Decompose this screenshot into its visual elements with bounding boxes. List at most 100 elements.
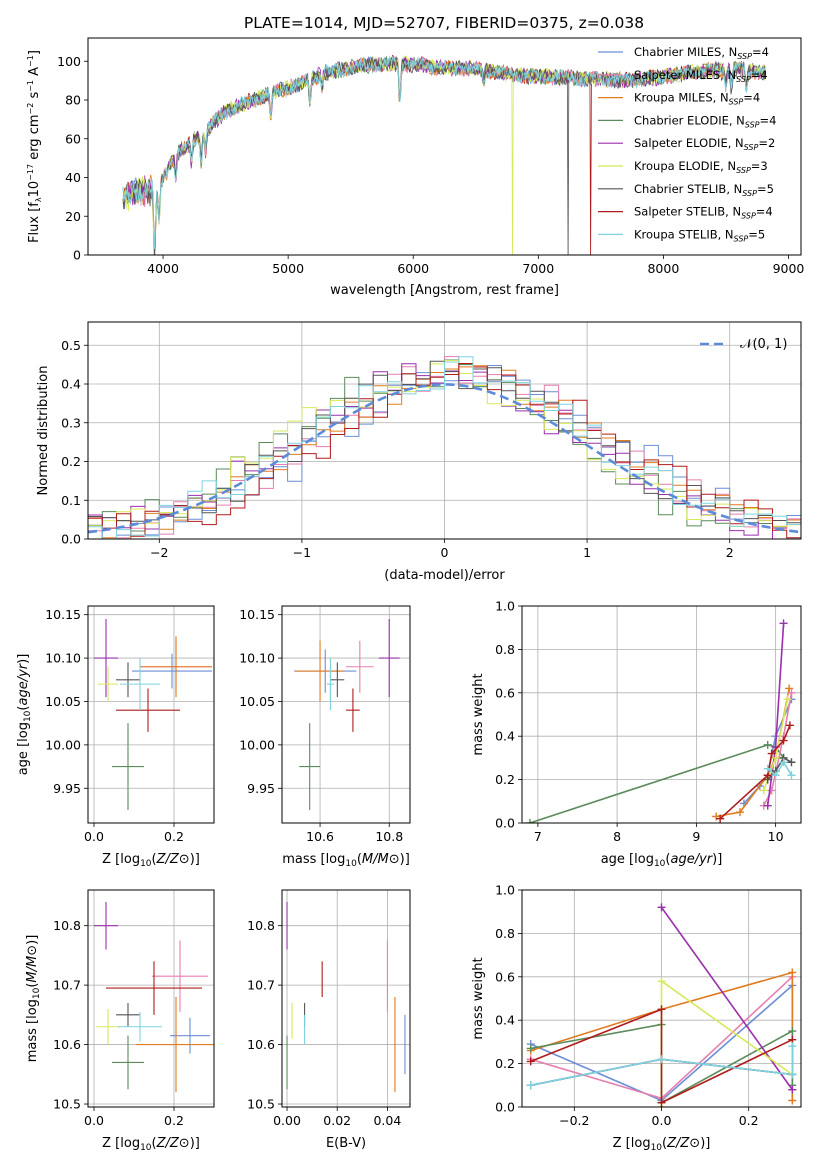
axes-frame xyxy=(87,37,802,256)
axes-frame xyxy=(521,605,802,824)
weight-marker xyxy=(788,1096,797,1105)
weight-marker xyxy=(735,808,744,817)
weight-marker xyxy=(788,1042,797,1051)
x-tick-label: 10 xyxy=(768,829,784,844)
y-axis-label: Flux [fλ10−17 erg cm−2 s−1 A−1] xyxy=(26,50,43,243)
y-tick-label: 0.2 xyxy=(495,772,515,787)
y-axis-label: mass [log10(M/M⊙)] xyxy=(25,935,42,1063)
residual-legend: 𝒩(0, 1) xyxy=(700,337,787,352)
histogram-8 xyxy=(88,356,801,539)
weight-marker xyxy=(788,1070,797,1079)
legend-label-gaussian: 𝒩(0, 1) xyxy=(740,337,787,352)
weight-vs-age-axes-series xyxy=(525,619,796,823)
y-tick-label: 0.1 xyxy=(61,493,81,508)
axes-frame xyxy=(87,889,215,1108)
y-tick-label: 100 xyxy=(57,54,81,69)
y-tick-label: 10.8 xyxy=(53,918,81,933)
x-tick-label: 7000 xyxy=(522,261,554,276)
axes-frame xyxy=(87,321,802,540)
weight-marker xyxy=(763,740,772,749)
x-tick-label: 9000 xyxy=(773,261,805,276)
y-tick-label: 10.7 xyxy=(53,978,81,993)
weight-marker xyxy=(771,753,780,762)
weight-marker xyxy=(759,786,768,795)
y-tick-label: 0.4 xyxy=(495,1013,515,1028)
x-axis-label: Z [log10(Z/Z⊙)] xyxy=(102,1136,200,1153)
x-tick-label: 1 xyxy=(583,545,591,560)
y-tick-label: 10.05 xyxy=(45,694,81,709)
y-tick-label: 10.00 xyxy=(45,737,81,752)
x-axis-label: mass [log10(M/M⊙)] xyxy=(282,852,410,869)
x-tick-label: −1 xyxy=(293,545,311,560)
mass-vs-z-axes-points xyxy=(94,901,214,1093)
x-tick-label: 0.0 xyxy=(652,1113,672,1128)
weight-marker xyxy=(763,764,772,773)
x-tick-label: 0.2 xyxy=(164,829,184,844)
x-tick-label: −2 xyxy=(150,545,168,560)
x-tick-label: 4000 xyxy=(147,261,179,276)
y-tick-label: 9.95 xyxy=(53,781,81,796)
x-axis-label: Z [log10(Z/Z⊙)] xyxy=(102,852,200,869)
x-axis-label: Z [log10(Z/Z⊙)] xyxy=(613,1136,711,1153)
weight-marker xyxy=(526,1057,535,1066)
spectrum-line-6 xyxy=(122,56,766,255)
mass-vs-ebv-axes: 0.00 0.02 0.04 10.5 10.6 10.7 10.8 E(B-V) xyxy=(247,889,411,1151)
weight-marker xyxy=(657,977,666,986)
y-tick-label: 10.10 xyxy=(239,651,275,666)
y-tick-label: 10.7 xyxy=(247,978,275,993)
x-axis-label: (data-model)/error xyxy=(384,568,505,583)
gaussian-curve xyxy=(88,383,801,534)
weight-vs-z-axes-series xyxy=(526,903,797,1107)
x-tick-label: 8 xyxy=(613,829,621,844)
age-vs-z-axes-points xyxy=(94,619,212,810)
y-tick-label: 10.10 xyxy=(45,651,81,666)
weight-marker xyxy=(763,801,772,810)
y-tick-label: 0.0 xyxy=(495,816,515,831)
legend-label-2: Kroupa MILES, NSSP=4 xyxy=(634,91,760,107)
spectrum-legend: Chabrier MILES, NSSP=4 Salpeter MILES, NS… xyxy=(598,45,776,243)
x-axis-label: wavelength [Angstrom, rest frame] xyxy=(330,283,559,298)
y-axis-label: mass weight xyxy=(471,957,486,1039)
legend-label-0: Chabrier MILES, NSSP=4 xyxy=(634,45,769,61)
legend-label-3: Chabrier ELODIE, NSSP=4 xyxy=(634,113,776,129)
residual-series-group xyxy=(88,356,801,539)
y-tick-label: 0.0 xyxy=(495,1100,515,1115)
axes-frame xyxy=(281,889,411,1108)
legend-label-1: Salpeter MILES, NSSP=4 xyxy=(634,68,768,84)
y-tick-label: 0.4 xyxy=(495,729,515,744)
x-tick-label: 0.0 xyxy=(84,1113,104,1128)
weight-marker xyxy=(771,771,780,780)
weight-marker xyxy=(785,684,794,693)
age-vs-z-axes: 0.0 0.2 9.95 10.00 10.05 10.10 10.15 Z [log10(Z… xyxy=(16,605,215,869)
x-tick-label: 0.2 xyxy=(739,1113,759,1128)
weight-marker xyxy=(779,758,788,767)
y-tick-label: 10.6 xyxy=(53,1037,81,1052)
x-tick-label: 10.8 xyxy=(375,829,403,844)
x-tick-label: −0.2 xyxy=(559,1113,589,1128)
weight-vs-age-axes: 7 8 9 10 0.0 0.2 0.4 0.6 0.8 1.0 age [log10(age/yr… xyxy=(471,599,802,869)
y-tick-label: 0.2 xyxy=(61,454,81,469)
weight-marker xyxy=(787,758,796,767)
weight-line-0 xyxy=(529,744,785,823)
weight-marker xyxy=(783,695,792,704)
axes-frame xyxy=(87,605,215,824)
legend-label-5: Kroupa ELODIE, NSSP=3 xyxy=(634,159,768,175)
weight-marker xyxy=(788,1027,797,1036)
weight-marker xyxy=(787,688,796,697)
mass-vs-ebv-axes-points xyxy=(286,901,406,1093)
y-tick-label: 10.5 xyxy=(53,1097,81,1112)
x-tick-label: 9 xyxy=(692,829,700,844)
weight-marker xyxy=(788,1085,797,1094)
spectrum-line-1 xyxy=(122,56,766,250)
spectrum-line-3 xyxy=(122,55,766,251)
x-tick-label: 0.02 xyxy=(323,1113,351,1128)
spectrum-series-group xyxy=(122,54,766,255)
y-tick-label: 0.6 xyxy=(495,685,515,700)
weight-marker xyxy=(788,968,797,977)
weight-marker xyxy=(525,819,534,823)
legend-label-7: Salpeter STELIB, NSSP=4 xyxy=(634,205,773,221)
weight-marker xyxy=(785,721,794,730)
mass-vs-z-axes: 0.0 0.2 10.5 10.6 10.7 10.8 Z [log10(Z/Z⊙)] mas… xyxy=(25,889,215,1153)
legend-label-6: Chabrier STELIB, NSSP=5 xyxy=(634,182,774,198)
